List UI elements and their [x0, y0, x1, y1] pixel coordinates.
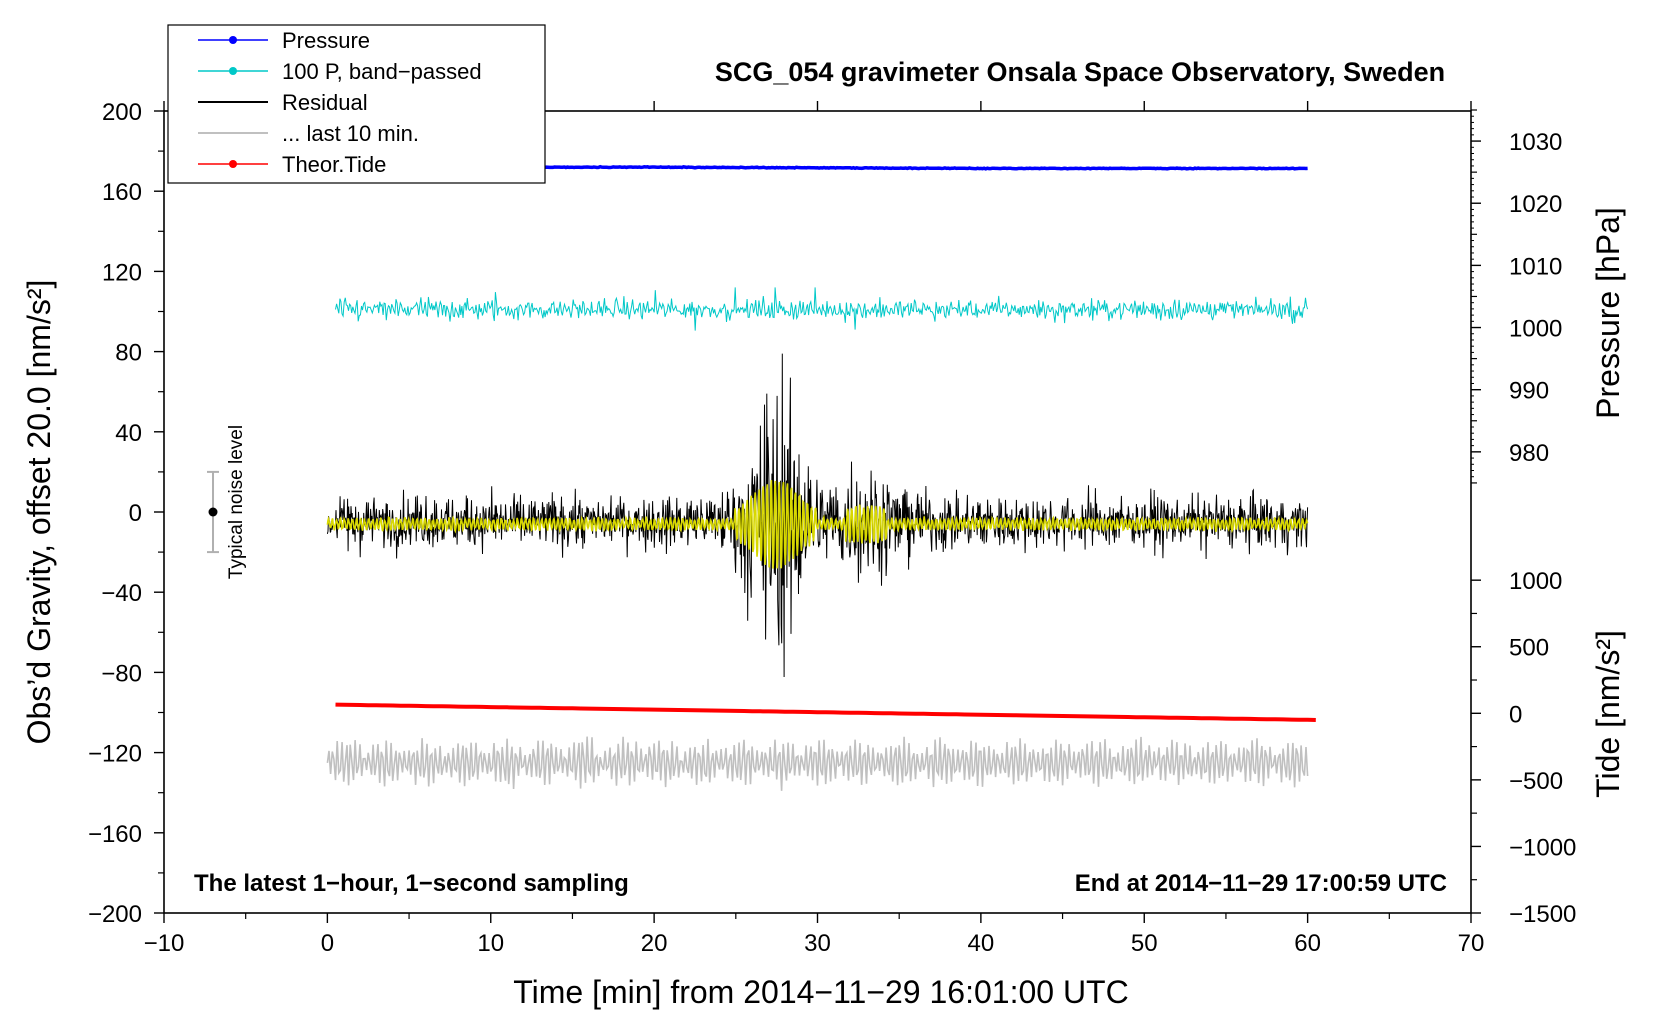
- sampling-note: The latest 1−hour, 1−second sampling: [194, 870, 629, 897]
- x-tick-label: 70: [1458, 930, 1485, 957]
- noise-level-label: Typical noise level: [226, 425, 247, 579]
- series-theor-tide: [335, 702, 1316, 722]
- axis-ticks: [154, 101, 1481, 923]
- y-tick-label: 80: [115, 340, 142, 367]
- x-tick-label: 0: [321, 930, 334, 957]
- x-tick-label: 50: [1131, 930, 1158, 957]
- pressure-tick-label: 1010: [1509, 253, 1562, 280]
- x-tick-label: 40: [968, 930, 995, 957]
- tide-tick-label: 0: [1509, 701, 1522, 728]
- chart-title: SCG_054 gravimeter Onsala Space Observat…: [715, 57, 1445, 87]
- y-tick-label: 120: [102, 259, 142, 286]
- legend-label-last10: ... last 10 min.: [282, 121, 419, 146]
- series-residual-smoothed: [326, 480, 1309, 569]
- series-last-10-min: [326, 736, 1309, 791]
- y-tick-label: −200: [88, 901, 142, 928]
- legend-entry-tide: Theor.Tide: [198, 152, 386, 177]
- pressure-tick-label: 980: [1509, 440, 1549, 467]
- end-time-note: End at 2014−11−29 17:00:59 UTC: [1075, 870, 1447, 897]
- x-axis-title: Time [min] from 2014−11−29 16:01:00 UTC: [513, 974, 1128, 1010]
- y-tick-label: 160: [102, 179, 142, 206]
- tide-axis-title: Tide [nm/s²]: [1590, 630, 1626, 798]
- y-tick-label: −120: [88, 741, 142, 768]
- y-tick-label: 0: [129, 500, 142, 527]
- y-tick-label: −80: [101, 660, 142, 687]
- pressure-tick-label: 990: [1509, 378, 1549, 405]
- tide-tick-label: 1000: [1509, 568, 1562, 595]
- pressure-tick-label: 1000: [1509, 316, 1562, 343]
- y-tick-label: 40: [115, 420, 142, 447]
- legend: Pressure 100 P, band−passed Residual ...…: [167, 24, 546, 184]
- legend-entry-pressure: Pressure: [198, 28, 370, 53]
- tide-tick-label: −500: [1509, 768, 1563, 795]
- legend-marker-pressure: [229, 36, 237, 44]
- y-tick-label: 200: [102, 99, 142, 126]
- x-tick-label: 10: [477, 930, 504, 957]
- legend-entry-last10: ... last 10 min.: [198, 121, 419, 146]
- legend-label-bandpassed: 100 P, band−passed: [282, 59, 482, 84]
- legend-box: [167, 24, 546, 184]
- x-tick-label: 20: [641, 930, 668, 957]
- y-tick-label: −40: [101, 580, 142, 607]
- legend-marker-tide: [229, 160, 237, 168]
- legend-marker-bandpassed: [229, 67, 237, 75]
- y-axis-title: Obs’d Gravity, offset 20.0 [nm/s²]: [21, 280, 57, 745]
- y-tick-labels: 200 160 120 80 40 0 −40 −80 −120 −160 −200: [88, 99, 142, 928]
- legend-entry-residual: Residual: [198, 90, 368, 115]
- x-tick-labels: −10 0 10 20 30 40 50 60 70: [144, 930, 1485, 957]
- x-tick-label: 60: [1294, 930, 1321, 957]
- legend-label-tide: Theor.Tide: [282, 152, 386, 177]
- tide-tick-label: −1500: [1509, 901, 1576, 928]
- x-tick-label: −10: [144, 930, 185, 957]
- tide-tick-labels: 1000 500 0 −500 −1000 −1500: [1509, 568, 1576, 928]
- series-band-passed: [335, 287, 1309, 331]
- legend-label-residual: Residual: [282, 90, 368, 115]
- tide-tick-label: −1000: [1509, 834, 1576, 861]
- pressure-tick-label: 1030: [1509, 129, 1562, 156]
- pressure-tick-labels: 1030 1020 1010 1000 990 980: [1509, 129, 1562, 467]
- y-tick-label: −160: [88, 821, 142, 848]
- tide-tick-label: 500: [1509, 635, 1549, 662]
- noise-level-annotation: Typical noise level: [207, 425, 247, 579]
- x-tick-label: 30: [804, 930, 831, 957]
- legend-entry-bandpassed: 100 P, band−passed: [198, 59, 482, 84]
- pressure-axis-title: Pressure [hPa]: [1590, 207, 1626, 419]
- legend-label-pressure: Pressure: [282, 28, 370, 53]
- noise-level-point: [208, 507, 218, 517]
- pressure-tick-label: 1020: [1509, 191, 1562, 218]
